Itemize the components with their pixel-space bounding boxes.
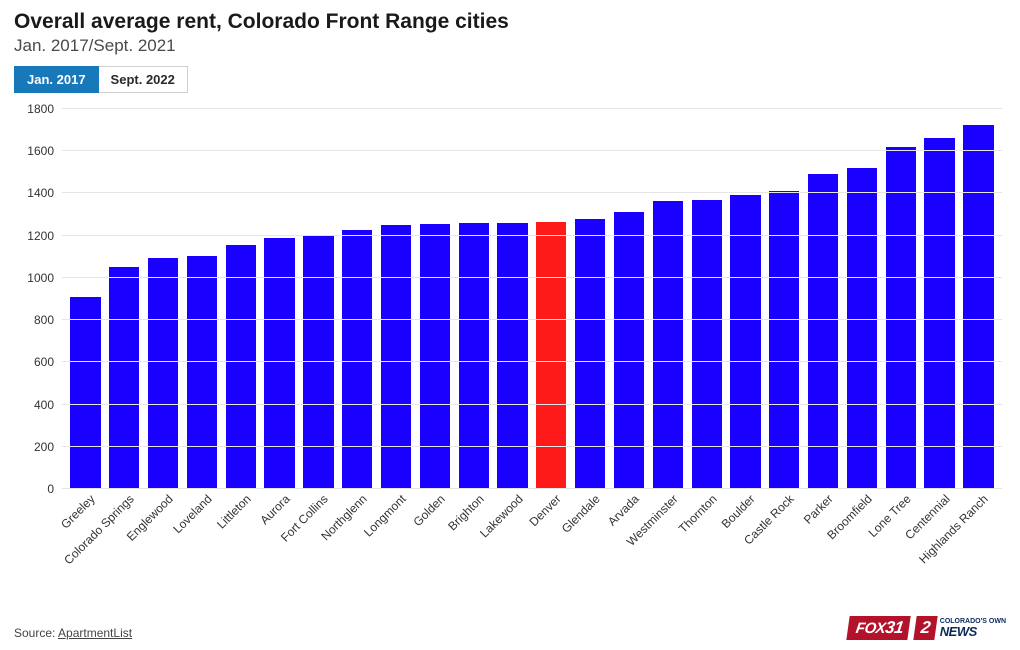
source-prefix: Source: [14, 626, 58, 640]
bar[interactable] [70, 297, 100, 489]
bar-column: Lone Tree [881, 109, 920, 489]
gridline [62, 108, 1002, 109]
chart-subtitle: Jan. 2017/Sept. 2021 [14, 36, 1006, 56]
x-tick-label: Parker [801, 492, 836, 527]
bar-column: Greeley [66, 109, 105, 489]
bar-column: Brighton [454, 109, 493, 489]
bar[interactable] [226, 245, 256, 489]
chart-title: Overall average rent, Colorado Front Ran… [14, 10, 1006, 34]
gridline [62, 192, 1002, 193]
chart-container: Overall average rent, Colorado Front Ran… [0, 0, 1020, 650]
bar-column: Golden [415, 109, 454, 489]
y-tick-label: 800 [34, 313, 54, 327]
bar[interactable] [381, 225, 411, 489]
network-logos: FOX31 2 COLORADO'S OWN NEWS [848, 616, 1006, 640]
bar-column: Highlands Ranch [959, 109, 998, 489]
x-tick-label: Golden [410, 492, 447, 529]
bar[interactable] [342, 230, 372, 489]
bar[interactable] [769, 191, 799, 489]
x-tick-label: Highlands Ranch [917, 492, 992, 567]
x-tick-label: Colorado Springs [62, 492, 137, 567]
bar[interactable] [808, 174, 838, 489]
x-tick-label: Loveland [170, 492, 214, 536]
bar-column: Arvada [610, 109, 649, 489]
gridline [62, 235, 1002, 236]
source-link[interactable]: ApartmentList [58, 626, 132, 640]
x-tick-label: Thornton [676, 492, 720, 536]
bar[interactable] [497, 223, 527, 489]
bar-column: Glendale [571, 109, 610, 489]
bar[interactable] [614, 212, 644, 489]
bar[interactable] [459, 223, 489, 489]
x-tick-label: Denver [527, 492, 564, 529]
bar-column: Englewood [144, 109, 183, 489]
y-tick-label: 1200 [27, 229, 54, 243]
x-tick-label: Aurora [257, 492, 292, 527]
bar[interactable] [109, 267, 139, 489]
gridline [62, 277, 1002, 278]
bar-column: Westminster [648, 109, 687, 489]
bar-column: Thornton [687, 109, 726, 489]
bar[interactable] [420, 224, 450, 489]
x-tick-label: Arvada [605, 492, 642, 529]
tab-bar: Jan. 2017Sept. 2022 [14, 66, 1006, 93]
x-tick-label: Glendale [559, 492, 603, 536]
news2-logo: 2 COLORADO'S OWN NEWS [915, 616, 1006, 640]
bar-column: Parker [804, 109, 843, 489]
bar-highlight[interactable] [536, 222, 566, 489]
bar-column: Littleton [221, 109, 260, 489]
y-tick-label: 1800 [27, 102, 54, 116]
gridline [62, 319, 1002, 320]
bar-column: Fort Collins [299, 109, 338, 489]
tagline-big: NEWS [940, 625, 1006, 638]
source-line: Source: ApartmentList [14, 626, 132, 640]
chart-area: GreeleyColorado SpringsEnglewoodLoveland… [14, 109, 1006, 569]
bar-column: Aurora [260, 109, 299, 489]
bar-column: Longmont [377, 109, 416, 489]
tab-jan-2017[interactable]: Jan. 2017 [14, 66, 99, 93]
y-tick-label: 1600 [27, 144, 54, 158]
y-tick-label: 0 [47, 482, 54, 496]
bar[interactable] [264, 238, 294, 489]
y-tick-label: 600 [34, 355, 54, 369]
y-tick-label: 200 [34, 440, 54, 454]
bar[interactable] [148, 258, 178, 489]
bar-column: Colorado Springs [105, 109, 144, 489]
bar-column: Broomfield [843, 109, 882, 489]
y-tick-label: 400 [34, 398, 54, 412]
gridline [62, 150, 1002, 151]
gridline [62, 361, 1002, 362]
bar-column: Denver [532, 109, 571, 489]
x-tick-label: Littleton [214, 492, 254, 532]
fox-text: FOX [855, 620, 887, 637]
fox-num: 31 [884, 618, 905, 637]
bar[interactable] [847, 168, 877, 489]
gridline [62, 446, 1002, 447]
tab-sept-2022[interactable]: Sept. 2022 [99, 66, 188, 93]
bar-column: Lakewood [493, 109, 532, 489]
bar-column: Loveland [182, 109, 221, 489]
bar[interactable] [575, 219, 605, 489]
gridline [62, 488, 1002, 489]
bar-column: Centennial [920, 109, 959, 489]
y-tick-label: 1000 [27, 271, 54, 285]
bar-column: Castle Rock [765, 109, 804, 489]
bar-column: Northglenn [338, 109, 377, 489]
bars-group: GreeleyColorado SpringsEnglewoodLoveland… [62, 109, 1002, 489]
logo-news-text: COLORADO'S OWN NEWS [940, 618, 1006, 638]
x-tick-label: Longmont [361, 492, 409, 540]
bar[interactable] [886, 147, 916, 489]
fox31-logo: FOX31 [846, 616, 911, 640]
plot-region: GreeleyColorado SpringsEnglewoodLoveland… [62, 109, 1002, 489]
bar-column: Boulder [726, 109, 765, 489]
bar[interactable] [187, 256, 217, 489]
gridline [62, 404, 1002, 405]
logo-two: 2 [914, 616, 939, 640]
bar[interactable] [924, 138, 954, 490]
bar[interactable] [963, 125, 993, 489]
y-tick-label: 1400 [27, 186, 54, 200]
footer: Source: ApartmentList FOX31 2 COLORADO'S… [14, 616, 1006, 640]
